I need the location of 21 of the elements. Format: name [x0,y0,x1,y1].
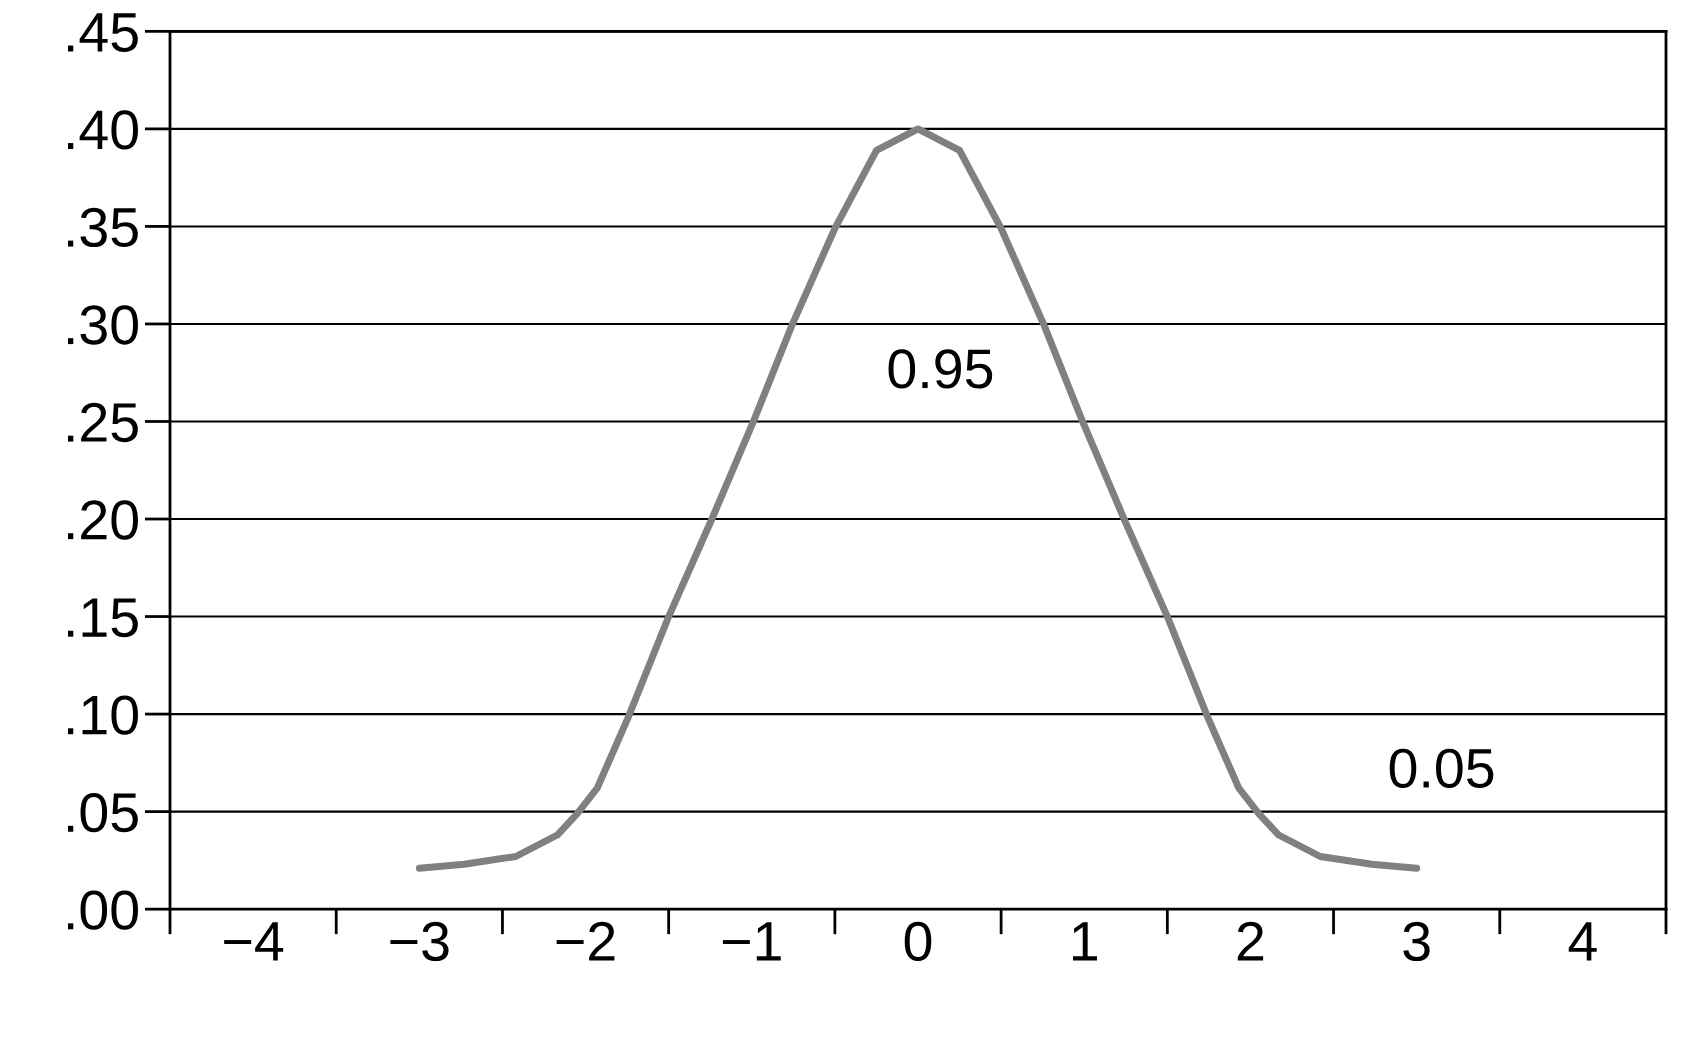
x-tick-label: 3 [1403,921,1430,962]
x-tick-label: −4 [224,922,284,961]
y-tick-label: .00 [67,890,138,930]
y-tick-label: .40 [67,110,138,150]
x-tick-label: 1 [1073,922,1097,961]
x-tick-label: 4 [1568,922,1597,961]
x-tick-label: −1 [722,922,781,961]
x-tick-label: 0 [904,921,932,962]
y-tick-label: .20 [67,500,138,540]
y-tick-label: .25 [67,402,138,443]
x-tick-label: −3 [390,921,449,962]
x-tick-label: 2 [1237,921,1264,961]
y-tick-label: .05 [67,792,138,833]
annotation: 0.05 [1389,748,1494,788]
y-tick-label: .45 [67,13,138,53]
y-tick-label: .35 [67,207,138,248]
y-tick-label: .10 [67,695,138,735]
annotation: 0.95 [888,349,993,389]
x-tick-label: −2 [556,921,615,961]
y-tick-label: .15 [67,598,138,638]
y-tick-label: .30 [67,305,138,345]
